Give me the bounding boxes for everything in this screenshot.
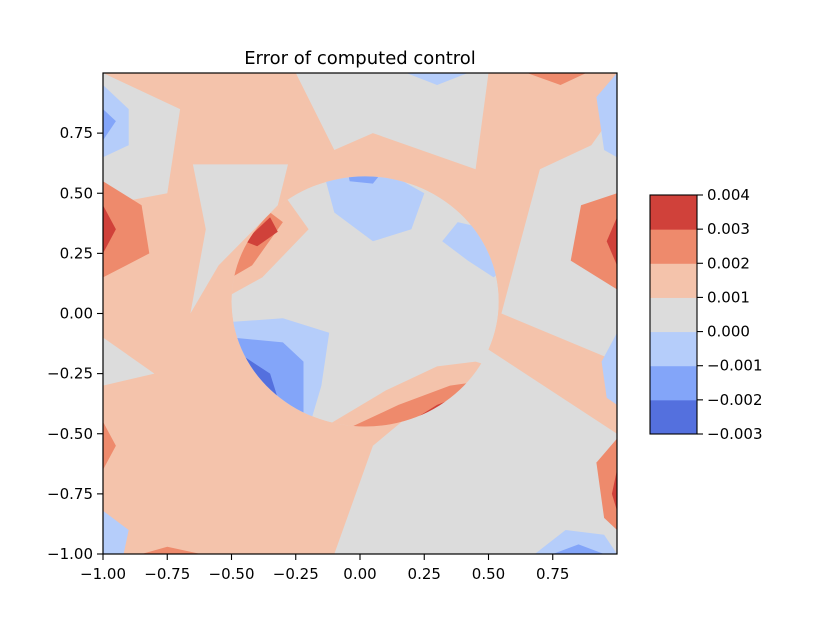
contour-region-21 bbox=[103, 510, 129, 554]
contour-region-12 bbox=[611, 469, 617, 511]
y-tick-label: 0.25 bbox=[60, 244, 93, 262]
x-tick-label: −0.50 bbox=[209, 565, 255, 583]
contour-region-34 bbox=[347, 176, 381, 184]
y-tick-label: −0.75 bbox=[47, 485, 93, 503]
y-tick-label: −0.50 bbox=[47, 425, 93, 443]
contour-region-4 bbox=[334, 349, 617, 554]
contour-region-10 bbox=[606, 217, 617, 266]
contour-region-23 bbox=[141, 546, 201, 554]
colorbar-band bbox=[650, 229, 697, 264]
contour-region-8 bbox=[103, 205, 116, 254]
contour-region-26 bbox=[244, 217, 278, 247]
x-tick-label: −0.75 bbox=[144, 565, 190, 583]
x-axis: −1.00 −0.75 −0.50 −0.25 0.00 0.25 0.50 0.75 bbox=[80, 554, 569, 583]
colorbar-band bbox=[650, 399, 697, 435]
contour-region-7 bbox=[103, 181, 150, 278]
colorbar-tick-label: −0.003 bbox=[707, 425, 763, 443]
x-tick-label: 0.75 bbox=[536, 565, 569, 583]
contour-region-2 bbox=[295, 73, 489, 170]
contour-region-5 bbox=[103, 337, 155, 386]
colorbar-tick-label: 0.000 bbox=[707, 323, 750, 341]
contour-region-13 bbox=[103, 421, 116, 470]
colorbar-band bbox=[650, 331, 697, 367]
colorbar-tick-label: 0.003 bbox=[707, 220, 750, 238]
colorbar-band bbox=[650, 365, 697, 401]
contour-region-33 bbox=[321, 176, 425, 242]
colorbar-band bbox=[650, 195, 697, 230]
y-tick-label: 0.75 bbox=[60, 124, 93, 142]
contour-region-22 bbox=[406, 73, 468, 85]
y-tick-label: 0.00 bbox=[60, 305, 93, 323]
x-tick-label: −1.00 bbox=[80, 565, 126, 583]
colorbar-tick-label: 0.004 bbox=[707, 186, 750, 204]
colorbar-frame bbox=[649, 194, 698, 435]
colorbar-band bbox=[650, 297, 697, 333]
contour-region-14 bbox=[527, 73, 587, 85]
y-axis: −1.00 −0.75 −0.50 −0.25 0.00 0.25 0.50 0.75 bbox=[47, 124, 103, 563]
plot-area bbox=[103, 73, 617, 554]
contour-region-17 bbox=[596, 73, 617, 158]
colorbar-tick-label: 0.001 bbox=[707, 288, 750, 306]
contour-region-20 bbox=[552, 544, 605, 554]
y-tick-label: −1.00 bbox=[47, 545, 93, 563]
y-tick-label: −0.25 bbox=[47, 365, 93, 383]
contour-region-9 bbox=[570, 193, 617, 290]
contour-region-3 bbox=[501, 109, 617, 362]
y-tick-label: 0.50 bbox=[60, 184, 93, 202]
contour-regions bbox=[103, 73, 617, 554]
contour-region-18 bbox=[601, 332, 617, 405]
x-tick-label: 0.25 bbox=[408, 565, 441, 583]
chart-title: Error of computed control bbox=[244, 48, 476, 69]
contour-region-16 bbox=[103, 109, 116, 141]
colorbar-tick-label: −0.002 bbox=[707, 391, 763, 409]
colorbar-tick-label: −0.001 bbox=[707, 357, 763, 375]
contour-region-19 bbox=[534, 530, 617, 554]
x-tick-label: 0.50 bbox=[472, 565, 505, 583]
contour-region-11 bbox=[596, 438, 617, 530]
x-tick-label: 0.00 bbox=[343, 565, 376, 583]
x-tick-label: −0.25 bbox=[273, 565, 319, 583]
colorbar: −0.003 −0.002 −0.001 0.000 0.001 0.002 0.003 0.… bbox=[649, 186, 763, 443]
colorbar-band bbox=[650, 263, 697, 298]
colorbar-tick-label: 0.002 bbox=[707, 254, 750, 272]
contour-region-1 bbox=[190, 164, 288, 314]
